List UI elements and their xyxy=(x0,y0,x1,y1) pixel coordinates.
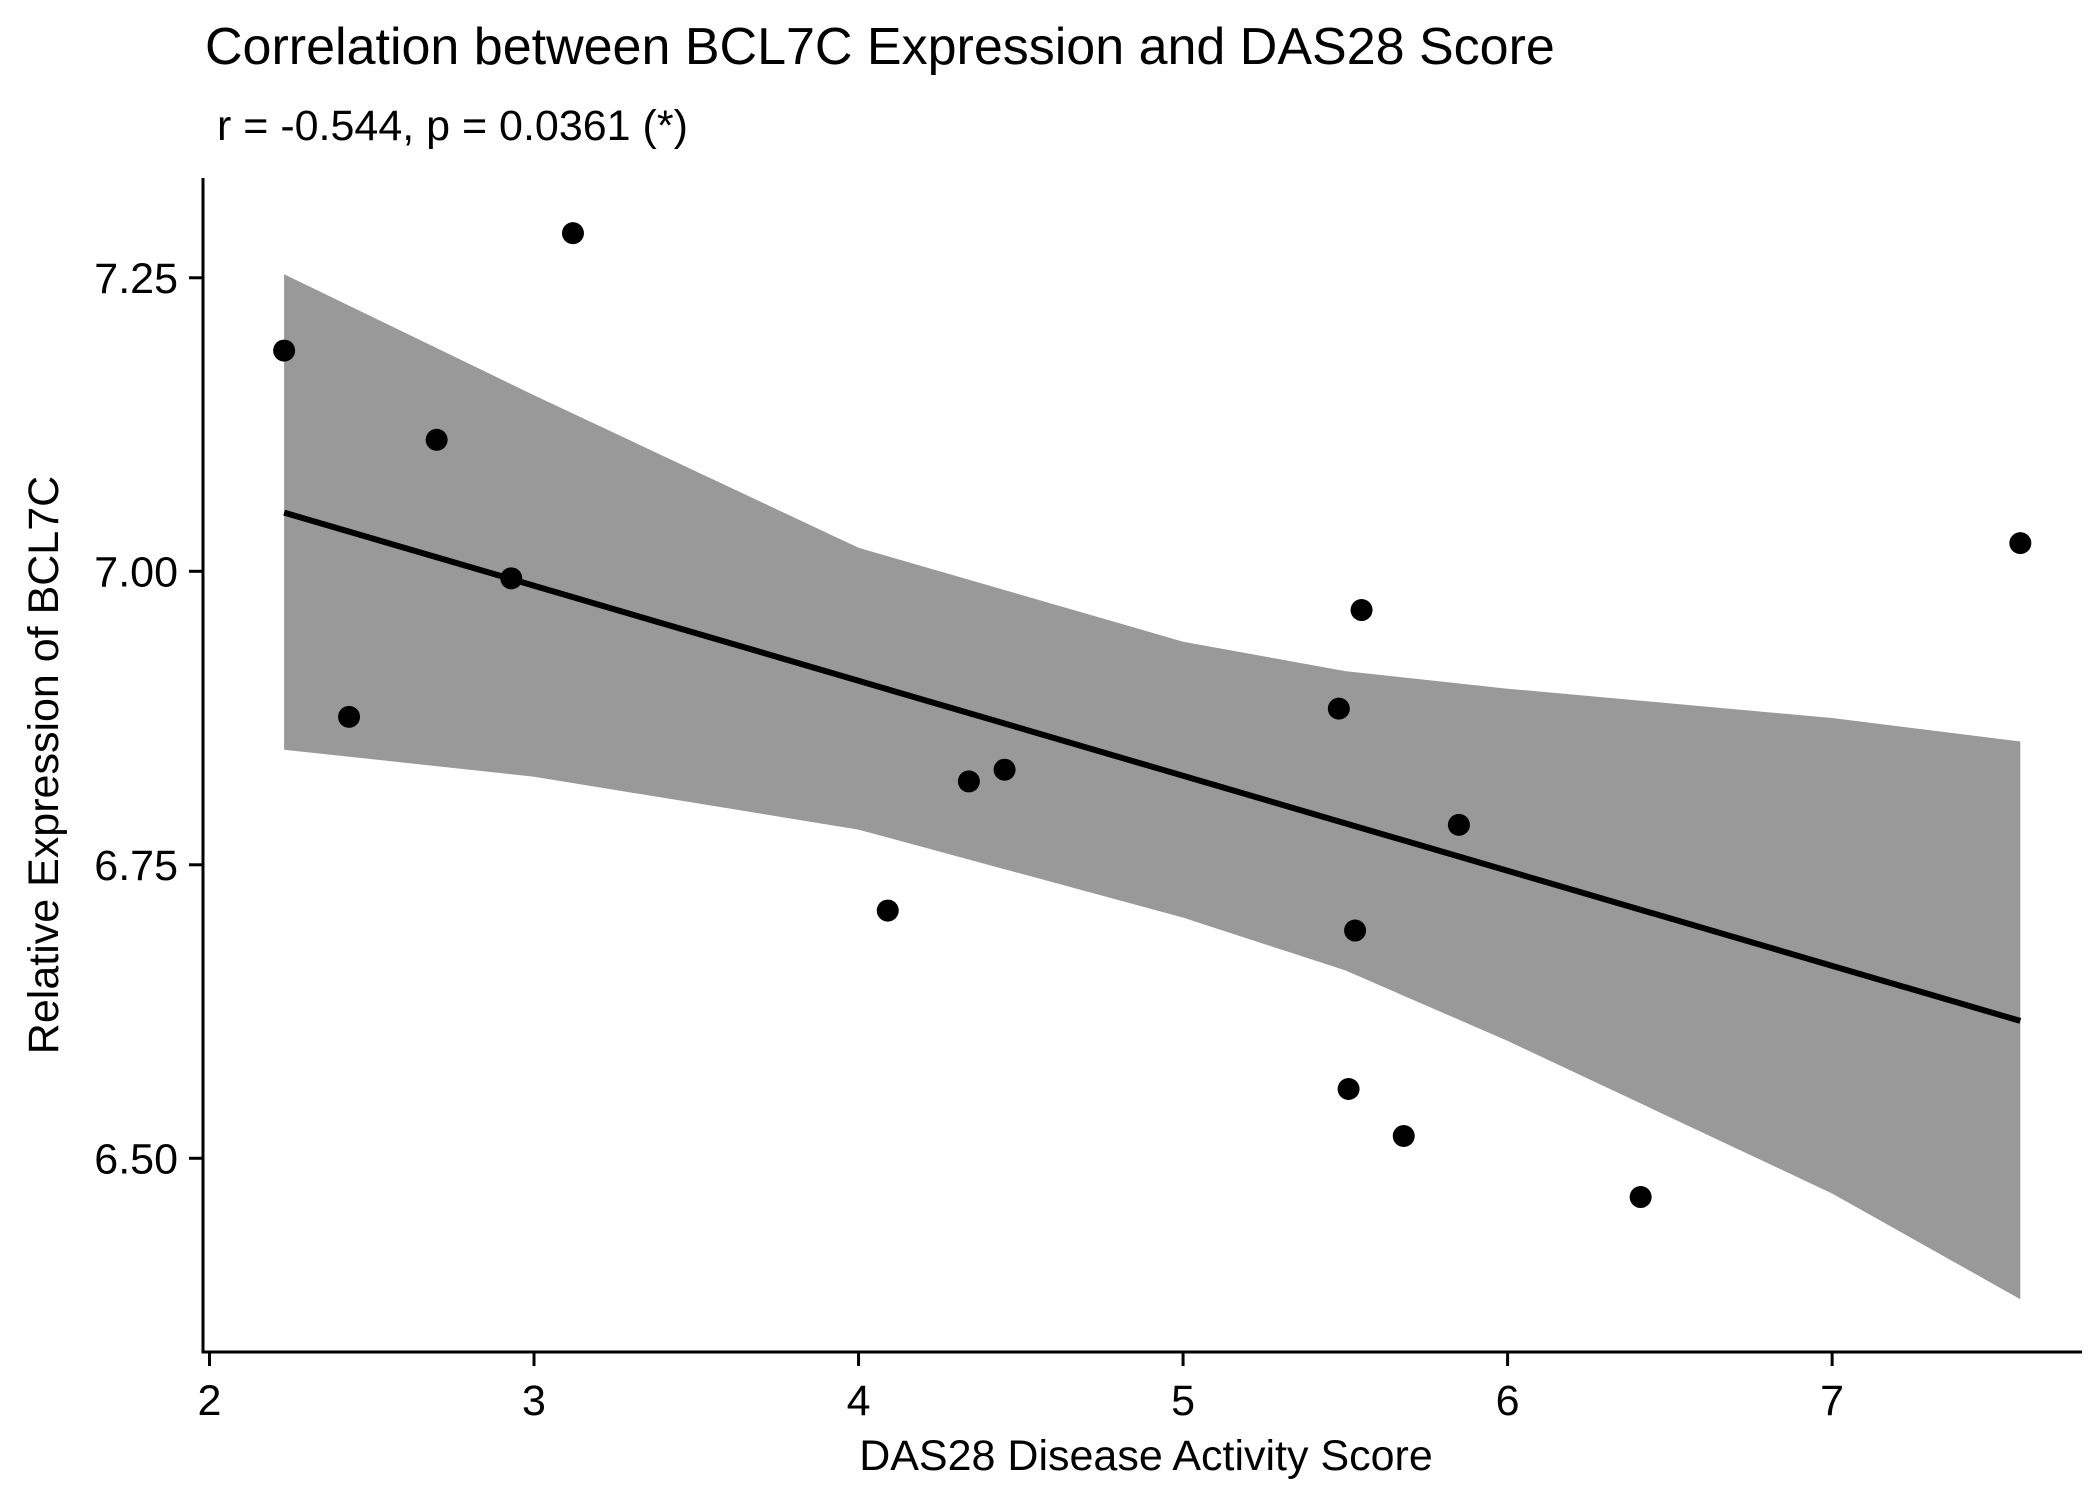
x-tick-label: 2 xyxy=(198,1377,222,1425)
data-point xyxy=(957,770,980,793)
data-point xyxy=(425,428,448,451)
y-axis-label: Relative Expression of BCL7C xyxy=(20,476,68,1054)
chart-title: Correlation between BCL7C Expression and… xyxy=(205,18,1555,76)
x-axis-label: DAS28 Disease Activity Score xyxy=(859,1432,1433,1480)
x-tick-label: 7 xyxy=(1820,1377,1844,1425)
x-tick-label: 4 xyxy=(847,1377,871,1425)
data-point xyxy=(561,222,584,245)
data-point xyxy=(1337,1078,1360,1101)
data-point xyxy=(1447,813,1470,836)
data-point xyxy=(1629,1186,1652,1209)
y-tick-label: 7.00 xyxy=(94,548,178,596)
x-tick-label: 6 xyxy=(1496,1377,1520,1425)
data-point xyxy=(1350,599,1373,622)
y-tick-label: 6.75 xyxy=(94,842,178,890)
data-point xyxy=(876,899,899,922)
chart-subtitle: r = -0.544, p = 0.0361 (*) xyxy=(217,102,688,150)
data-point xyxy=(1344,919,1367,942)
y-tick-label: 6.50 xyxy=(94,1135,178,1183)
data-point xyxy=(273,339,296,362)
x-tick-label: 3 xyxy=(522,1377,546,1425)
data-point xyxy=(338,705,361,728)
data-points xyxy=(273,222,2032,1209)
confidence-band xyxy=(284,274,2021,1300)
data-point xyxy=(500,567,523,590)
data-point xyxy=(1392,1124,1415,1147)
y-tick-label: 7.25 xyxy=(94,255,178,303)
x-tick-label: 5 xyxy=(1171,1377,1195,1425)
plot-area xyxy=(273,222,2032,1300)
data-point xyxy=(2009,532,2032,555)
data-point xyxy=(993,758,1016,781)
data-point xyxy=(1327,697,1350,720)
regression-line xyxy=(283,509,2022,1024)
y-axis-ticks: 6.50 6.75 7.00 7.25 xyxy=(94,255,203,1183)
x-axis-ticks: 2 3 4 5 6 7 xyxy=(198,1352,1844,1425)
